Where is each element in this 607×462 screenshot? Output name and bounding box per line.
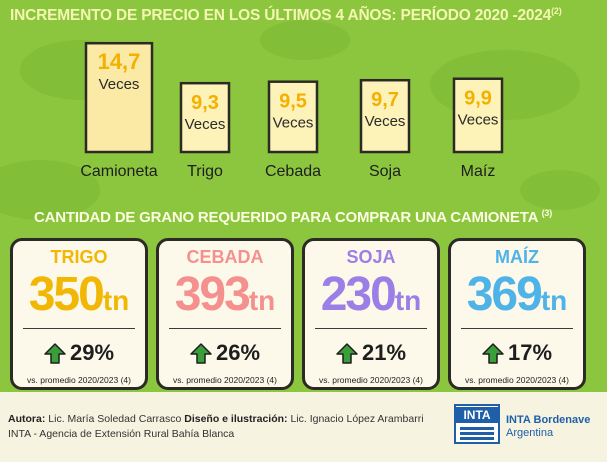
card-divider	[315, 328, 427, 329]
arrow-up-icon	[44, 343, 66, 364]
bar-value-label: 9,9	[464, 88, 492, 110]
card-note: vs. promedio 2020/2023 (4)	[173, 375, 277, 385]
card-grain-name: SOJA	[346, 247, 396, 267]
bar-trigo	[179, 81, 231, 154]
author-label: Autora:	[8, 413, 46, 425]
grain-required-title-text: CANTIDAD DE GRANO REQUERIDO PARA COMPRAR…	[34, 209, 538, 226]
arrow-up-icon	[190, 343, 212, 364]
bar-value-label: 9,5	[279, 91, 307, 113]
design-label: Diseño e ilustración:	[184, 413, 288, 425]
card-tons-unit: tn	[248, 285, 276, 316]
category-label: Camioneta	[80, 163, 157, 180]
arrow-up-icon	[336, 343, 358, 364]
card-divider	[461, 328, 573, 329]
card-cebada: CEBADA 393tn 26% vs. promedio 2020/2023 …	[156, 238, 294, 390]
card-note: vs. promedio 2020/2023 (4)	[27, 375, 131, 385]
card-tons: 350tn	[13, 267, 145, 322]
card-change-percent: 21%	[361, 340, 407, 365]
price-increase-title-text: INCREMENTO DE PRECIO EN LOS ÚLTIMOS 4 AÑ…	[10, 7, 552, 25]
card-note: vs. promedio 2020/2023 (4)	[319, 375, 423, 385]
category-label: Cebada	[265, 163, 321, 180]
bar-soja	[359, 78, 411, 154]
bar-unit-label: Veces	[458, 112, 499, 129]
author-name: Lic. María Soledad Carrasco	[48, 413, 182, 425]
card-grain-name: TRIGO	[50, 247, 108, 267]
category-label: Soja	[369, 163, 401, 180]
card-change-percent: 26%	[215, 340, 261, 365]
bar-value-label: 14,7	[98, 49, 141, 74]
bar-value-label: 9,3	[191, 92, 219, 114]
bar-value-label: 9,7	[371, 89, 399, 111]
card-tons-value: 393	[174, 268, 251, 321]
category-label: Maíz	[461, 163, 496, 180]
bar-unit-label: Veces	[273, 115, 314, 132]
bar-cebada	[267, 80, 319, 154]
card-tons-value: 230	[320, 268, 397, 321]
card-tons-unit: tn	[394, 285, 422, 316]
card-note: vs. promedio 2020/2023 (4)	[465, 375, 569, 385]
inta-logo-word: INTA	[456, 407, 498, 423]
card-change-row: 26%	[159, 338, 291, 368]
card-divider	[23, 328, 135, 329]
card-tons-value: 369	[466, 268, 543, 321]
card-grain-name: CEBADA	[186, 247, 264, 267]
bar-unit-label: Veces	[365, 113, 406, 130]
credits: Autora: Lic. María Soledad Carrasco Dise…	[8, 412, 448, 442]
inta-logo: INTA	[454, 404, 500, 444]
bar-camioneta	[84, 41, 154, 154]
card-change-row: 17%	[451, 338, 583, 368]
price-increase-title: INCREMENTO DE PRECIO EN LOS ÚLTIMOS 4 AÑ…	[10, 6, 600, 28]
grain-required-title: CANTIDAD DE GRANO REQUERIDO PARA COMPRAR…	[34, 208, 594, 230]
agency-line: INTA - Agencia de Extensión Rural Bahía …	[8, 428, 235, 440]
card-tons: 393tn	[159, 267, 291, 322]
card-change-row: 29%	[13, 338, 145, 368]
card-tons-unit: tn	[540, 285, 568, 316]
inta-label-line-2: Argentina	[506, 427, 554, 439]
card-change-row: 21%	[305, 338, 437, 368]
card-tons-value: 350	[28, 268, 105, 321]
bar-unit-label: Veces	[99, 76, 140, 93]
price-increase-title-ref: (2)	[551, 6, 562, 16]
inta-label-line-1: INTA Bordenave	[506, 414, 591, 426]
card-trigo: TRIGO 350tn 29% vs. promedio 2020/2023 (…	[10, 238, 148, 390]
card-change-percent: 29%	[69, 340, 115, 365]
card-soja: SOJA 230tn 21% vs. promedio 2020/2023 (4…	[302, 238, 440, 390]
card-divider	[169, 328, 281, 329]
inta-label: INTA Bordenave Argentina	[506, 414, 606, 440]
card-maiz: MAÍZ 369tn 17% vs. promedio 2020/2023 (4…	[448, 238, 586, 390]
design-name: Lic. Ignacio López Arambarri	[290, 413, 424, 425]
inta-logo-stripes	[460, 427, 494, 441]
grain-required-title-ref: (3)	[541, 208, 553, 218]
credits-line-1: Autora: Lic. María Soledad Carrasco Dise…	[8, 412, 448, 427]
card-change-percent: 17%	[507, 340, 553, 365]
card-tons: 230tn	[305, 267, 437, 322]
card-tons-unit: tn	[102, 285, 130, 316]
card-tons: 369tn	[451, 267, 583, 322]
card-grain-name: MAÍZ	[495, 247, 539, 267]
arrow-up-icon	[482, 343, 504, 364]
price-increase-chart: 14,7 Veces Camioneta 9,3 Veces Trigo 9,5 Veces C…	[80, 41, 504, 180]
category-label: Trigo	[187, 163, 223, 180]
bar-unit-label: Veces	[185, 116, 226, 133]
bar-maíz	[452, 77, 504, 154]
